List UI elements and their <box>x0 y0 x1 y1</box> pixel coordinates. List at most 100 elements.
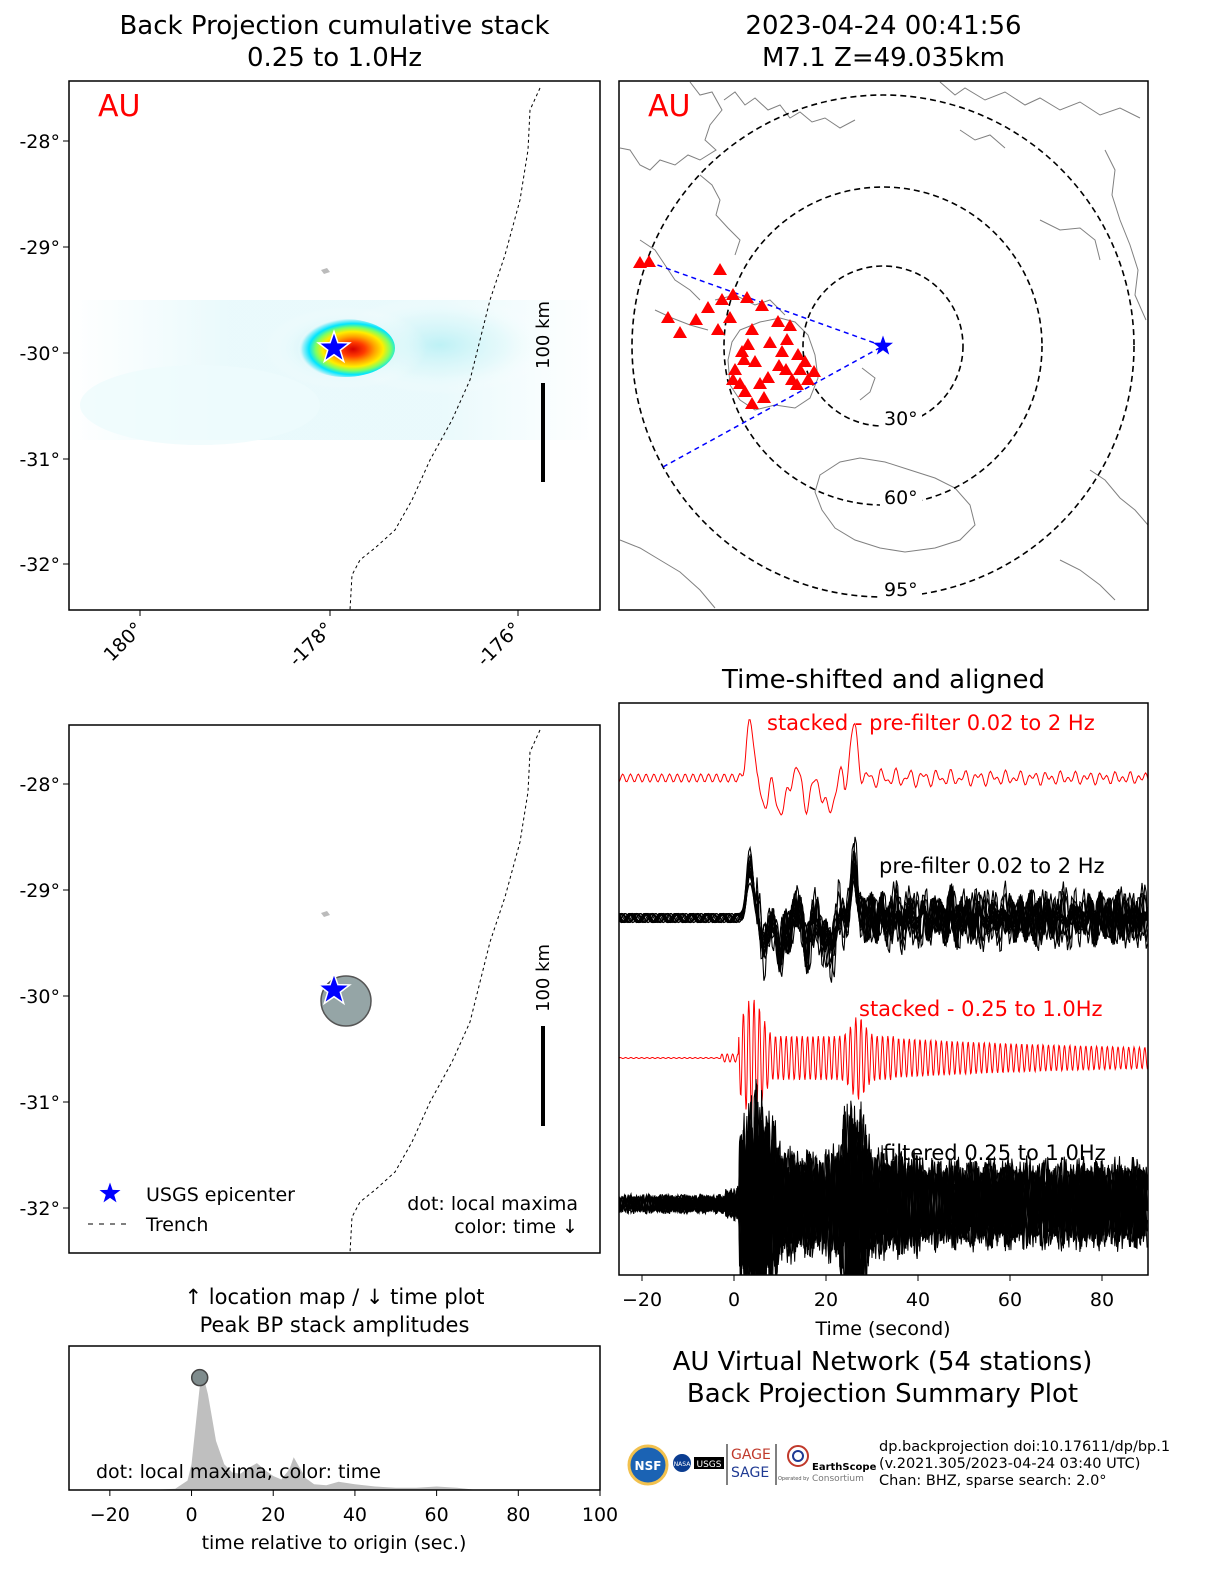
legend-star-icon <box>99 1182 121 1203</box>
bp-title-line1: Back Projection cumulative stack <box>119 11 550 41</box>
epicenter-star-map <box>873 335 893 355</box>
peak-x-label: time relative to origin (sec.) <box>202 1532 467 1554</box>
operated-by-text: Operated by <box>778 1476 809 1482</box>
trace-label: stacked - pre-filter 0.02 to 2 Hz <box>767 711 1095 735</box>
event-title: 2023-04-24 00:41:56 M7.1 Z=49.035km <box>619 10 1148 74</box>
array-aperture <box>648 261 884 468</box>
legend-note: dot: local maxima <box>407 1193 578 1215</box>
station-marker <box>780 333 794 345</box>
stacked-filtered-trace <box>619 999 1148 1118</box>
station-marker <box>790 378 804 390</box>
station-marker <box>745 323 759 335</box>
peak-dot <box>190 1368 209 1387</box>
nasa-logo-icon <box>673 1454 691 1472</box>
consortium-logo-text: Consortium <box>812 1474 864 1484</box>
station-marker <box>726 288 740 300</box>
lat-tick: -29° <box>19 880 60 902</box>
filtered-station-trace <box>619 1105 1148 1275</box>
island-outline <box>321 911 330 917</box>
legend-epicenter: USGS epicenter <box>146 1184 295 1206</box>
epicenter-star <box>316 971 352 1006</box>
station-marker <box>701 301 715 313</box>
peak-title-line2: Peak BP stack amplitudes <box>199 1313 470 1337</box>
peak-axis-tick-label: 20 <box>261 1504 285 1526</box>
network-label-map: AU <box>648 89 690 124</box>
nsf-logo-icon <box>627 1444 669 1486</box>
station-marker <box>748 355 762 367</box>
trench-line <box>349 729 541 1253</box>
lat-tick: -32° <box>19 1198 60 1220</box>
summary-title-line2: Back Projection Summary Plot <box>686 1379 1079 1409</box>
station-marker <box>779 363 793 375</box>
trace-x-label: Time (second) <box>814 1318 950 1340</box>
logos: NSF NASA USGS GAGE SAGE EarthScope Conso… <box>627 1444 877 1486</box>
trench-line <box>349 87 541 610</box>
peak-amplitude-panel: dot: local maxima; color: time −20 0 20 40 6… <box>68 1345 618 1554</box>
epicenter-star <box>316 329 352 364</box>
coastlines <box>619 81 1148 609</box>
station-marker <box>772 359 786 371</box>
station-marker <box>791 348 805 360</box>
trace-x-axis: −20 0 20 40 60 80 <box>622 1275 1114 1311</box>
lon-axis-a: 180° -178° -176° <box>100 610 526 671</box>
station-marker <box>798 355 812 367</box>
station-marker <box>775 345 789 357</box>
station-map-panel: 30° 60° 95° AU <box>618 80 1149 611</box>
station-marker <box>763 336 777 348</box>
traces-panel: stacked - pre-filter 0.02 to 2 Hz pre-fi… <box>618 702 1149 1340</box>
station-marker <box>741 338 755 350</box>
lat-tick: -32° <box>19 554 60 576</box>
network-label: AU <box>98 89 140 124</box>
ring-label: 60° <box>884 487 918 509</box>
stations <box>633 255 821 409</box>
summary-title-line1: AU Virtual Network (54 stations) <box>672 1347 1093 1377</box>
credits: dp.backprojection doi:10.17611/dp/bp.1 (… <box>879 1439 1170 1490</box>
station-marker <box>723 311 737 323</box>
peak-note: dot: local maxima; color: time <box>96 1461 381 1483</box>
sage-logo-text: SAGE <box>731 1465 769 1481</box>
stacked-prefilter-trace <box>619 719 1148 816</box>
peak-title: ↑ location map / ↓ time plot Peak BP sta… <box>69 1283 600 1339</box>
stack-maximum <box>295 319 395 377</box>
station-marker <box>740 291 754 303</box>
lat-tick: -28° <box>19 774 60 796</box>
legend-trench: Trench <box>145 1214 208 1236</box>
station-marker <box>673 326 687 338</box>
station-marker <box>735 345 749 357</box>
station-marker <box>633 256 647 268</box>
lon-tick: -176° <box>473 618 526 671</box>
station-marker <box>711 323 725 335</box>
peak-axis-tick-label: 0 <box>185 1504 197 1526</box>
station-marker <box>753 377 767 389</box>
station-marker <box>733 377 747 389</box>
island-outline <box>321 268 330 274</box>
trace-axis-tick-label: 40 <box>906 1289 930 1311</box>
station-marker <box>728 363 742 375</box>
lat-tick: -28° <box>19 131 60 153</box>
ring-label: 30° <box>884 408 918 430</box>
lat-tick: -30° <box>19 343 60 365</box>
summary-title: AU Virtual Network (54 stations) Back Pr… <box>600 1346 1165 1410</box>
prefilter-station-trace <box>619 861 1148 965</box>
station-marker <box>642 255 656 267</box>
peak-axis-tick-label: 80 <box>506 1504 530 1526</box>
traces-title: Time-shifted and aligned <box>722 665 1045 695</box>
credit-line3: Chan: BHZ, sparse search: 2.0° <box>879 1473 1107 1489</box>
trace-axis-tick-label: 0 <box>728 1289 740 1311</box>
earthscope-logo-icon <box>787 1445 809 1467</box>
lat-tick: -31° <box>19 1092 60 1114</box>
credit-line1: dp.backprojection doi:10.17611/dp/bp.1 <box>879 1439 1171 1455</box>
usgs-logo-icon <box>694 1457 724 1469</box>
station-marker <box>757 391 771 403</box>
trace-label: pre-filter 0.02 to 2 Hz <box>879 854 1105 878</box>
event-title-line2: M7.1 Z=49.035km <box>761 43 1005 73</box>
station-marker <box>771 315 785 327</box>
station-marker <box>761 371 775 383</box>
local-maxima-panel: 100 km USGS epicenter Trench dot: local … <box>19 724 601 1254</box>
station-marker <box>726 373 740 385</box>
bp-title: Back Projection cumulative stack 0.25 to… <box>69 10 600 74</box>
station-marker <box>689 313 703 325</box>
lat-axis-a: -28° -29° -30° -31° -32° <box>19 131 69 576</box>
trace-axis-tick-label: −20 <box>622 1289 662 1311</box>
